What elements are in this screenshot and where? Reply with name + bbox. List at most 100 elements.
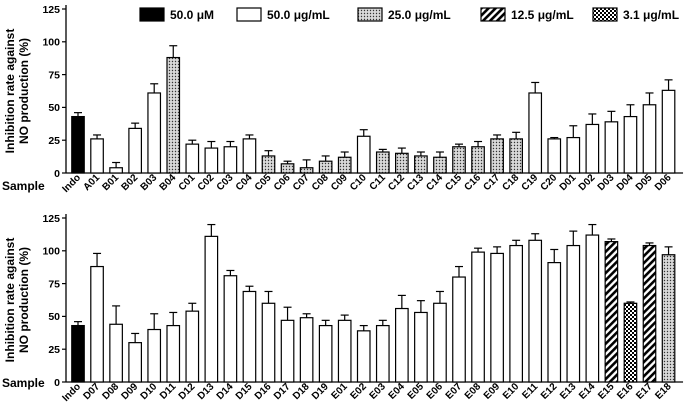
legend-swatch-hatch [480,7,506,22]
bar-C05 [261,155,276,174]
x-tick-label-C13: C13 [405,172,426,193]
legend-label-hatch: 12.5 μg/mL [511,8,574,22]
bar-B04 [166,56,181,174]
x-tick-label-D13: D13 [196,381,217,402]
x-tick-label-E15: E15 [596,381,617,402]
x-tick-label-C15: C15 [443,172,464,193]
legend-swatch-checker [592,7,618,22]
x-tick-label-B04: B04 [158,172,179,193]
bar-C07 [299,167,314,174]
bar-E10 [509,244,523,383]
x-tick-label-C14: C14 [424,172,445,193]
y-tick-label: 50 [48,102,60,114]
bar-C17 [490,138,504,174]
y-tick-label: 100 [42,246,60,258]
bar-C20 [547,138,562,174]
bar-D10 [147,328,162,383]
x-tick-label-C16: C16 [462,172,483,193]
bar-D18 [299,317,314,383]
x-tick-label-Indo: Indo [60,381,83,404]
x-tick-label-D08: D08 [100,381,121,402]
x-tick-label-C05: C05 [253,172,274,193]
bar-D02 [585,123,600,174]
x-tick-label-E02: E02 [349,381,370,402]
x-tick-label-E18: E18 [653,381,674,402]
x-tick-label-B03: B03 [139,172,160,193]
bar-D03 [604,121,619,174]
bar-B02 [128,127,142,174]
bar-C13 [414,155,428,174]
x-tick-label-C20: C20 [539,172,560,193]
bar-E08 [471,251,485,383]
x-tick-label-D15: D15 [234,381,255,402]
bar-E07 [452,276,466,383]
y-tick-label: 75 [48,278,60,290]
x-tick-label-D04: D04 [615,172,636,193]
x-tick-label-C10: C10 [348,172,369,193]
x-tick-label-Indo: Indo [60,172,83,195]
y-tick-label: 100 [42,37,60,49]
y-axis-label-line2: NO production (%) [17,247,31,353]
bar-D13 [204,235,219,383]
chart-panel-top: 0 25 50 75 100 125 Inhibition rate against NO p… [2,4,684,195]
bar-D14 [223,275,238,383]
legend-label-open: 50.0 μg/mL [267,8,330,22]
bar-D04 [623,115,638,174]
bar-E09 [490,252,504,383]
bar-C10 [356,135,371,174]
bar-C02 [204,147,219,174]
x-tick-label-E07: E07 [444,381,465,402]
bar-C08 [318,160,333,174]
bar-C12 [395,152,409,174]
y-tick-label: 50 [48,311,60,323]
bar-D09 [128,342,142,383]
x-tick-label-E16: E16 [615,381,636,402]
x-tick-label-D18: D18 [291,381,312,402]
x-tick-label-E10: E10 [501,381,522,402]
bar-B01 [109,167,123,174]
y-tick-label: 25 [48,344,60,356]
bar-E06 [433,302,447,383]
bar-E13 [566,244,581,383]
x-tick-label-C06: C06 [272,172,293,193]
x-tick-label-D14: D14 [215,381,236,402]
x-axis-label: Sample [2,179,45,193]
bar-C19 [528,92,543,174]
x-tick-label-C09: C09 [329,172,350,193]
y-axis-label-line1: Inhibition rate against [3,29,17,154]
bar-D16 [261,302,276,383]
x-tick-label-D09: D09 [120,381,141,402]
bar-C04 [242,138,257,174]
bar-E15 [604,241,619,383]
legend-label-dots: 25.0 μg/mL [388,8,451,22]
bar-A01 [90,138,104,174]
x-tick-label-E13: E13 [558,381,579,402]
bar-E03 [375,324,390,383]
legend-swatch-solid [139,7,165,22]
bar-D01 [566,136,581,174]
x-tick-label-C12: C12 [386,172,407,193]
x-tick-label-E03: E03 [368,381,389,402]
bar-D12 [185,310,200,383]
x-tick-label-E01: E01 [329,381,350,402]
x-tick-label-E06: E06 [425,381,446,402]
x-tick-label-C08: C08 [310,172,331,193]
bar-D08 [109,323,123,383]
x-tick-label-E08: E08 [463,381,484,402]
x-tick-label-E17: E17 [634,381,655,402]
bar-D05 [642,104,657,174]
bar-Indo [71,115,85,174]
bar-Indo [71,324,85,383]
bar-E16 [623,302,638,383]
x-tick-label-E14: E14 [577,381,598,402]
y-tick-label: 75 [48,69,60,81]
x-tick-label-D01: D01 [558,172,579,193]
bar-D19 [318,324,333,383]
x-tick-label-B02: B02 [120,172,141,193]
legend: 50.0 μM 50.0 μg/mL 25.0 μg/mL 12.5 μg/mL 3.1… [139,7,679,22]
legend-label-checker: 3.1 μg/mL [623,8,679,22]
x-tick-label-D11: D11 [158,381,179,402]
bar-C03 [223,146,238,174]
